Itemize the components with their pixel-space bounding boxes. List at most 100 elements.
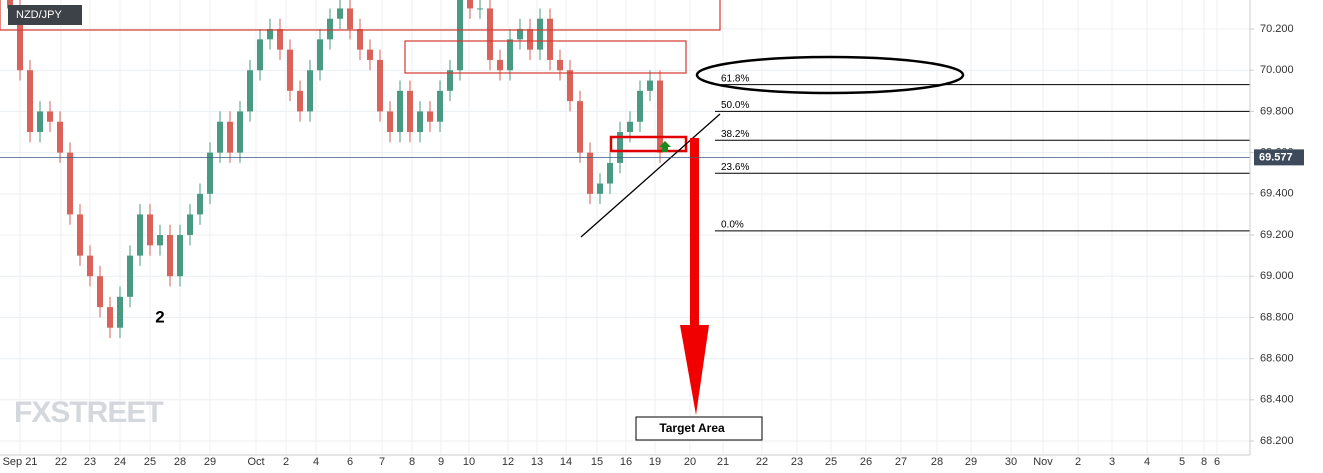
- candle-body: [547, 18, 553, 60]
- x-tick-label: 15: [591, 456, 603, 468]
- x-tick-label: 3: [1109, 456, 1115, 468]
- candle-body: [277, 29, 283, 50]
- x-tick-label: 6: [347, 456, 353, 468]
- price-tag: [1254, 149, 1304, 166]
- target-box: [635, 416, 763, 441]
- candle-body: [147, 214, 153, 246]
- candle-body: [437, 90, 443, 122]
- y-tick-label: 68.600: [1260, 353, 1294, 365]
- x-tick-label: 24: [114, 456, 126, 468]
- candle-body: [347, 8, 353, 30]
- candle-body: [637, 90, 643, 122]
- candle-body: [7, 0, 13, 9]
- x-tick-label: 28: [174, 456, 186, 468]
- fib-label: 0.0%: [721, 220, 744, 231]
- candle-body: [617, 132, 623, 163]
- candle-body: [527, 29, 533, 50]
- x-tick-label: 23: [84, 456, 96, 468]
- candle-body: [577, 101, 583, 153]
- candle-body: [287, 49, 293, 91]
- candle-body: [607, 162, 613, 184]
- candle-body: [477, 8, 483, 10]
- candle-body: [587, 152, 593, 194]
- candle-body: [27, 70, 33, 133]
- candle-body: [77, 214, 83, 256]
- resistance-box: [0, 0, 721, 31]
- fib-label: 61.8%: [721, 73, 749, 84]
- target-arrow: [680, 325, 709, 415]
- x-tick-label: 22: [55, 456, 67, 468]
- candle-body: [597, 183, 603, 194]
- candle-body: [427, 111, 433, 122]
- x-tick-label: 6: [1214, 456, 1220, 468]
- x-tick-label: 19: [649, 456, 661, 468]
- y-tick-label: 69.000: [1260, 270, 1294, 282]
- resistance-box: [404, 40, 687, 74]
- candle-body: [267, 29, 273, 40]
- candle-body: [47, 111, 53, 122]
- y-tick-label: 68.400: [1260, 394, 1294, 406]
- y-tick-label: 69.800: [1260, 105, 1294, 117]
- overlay: Target Area 2 NZD/JPY 61.8% 50.0% 38.2% 23.…: [0, 0, 1250, 441]
- x-tick-label: 7: [379, 456, 385, 468]
- candle-body: [627, 121, 633, 133]
- watermark: FXSTREET: [14, 396, 163, 429]
- candle-body: [397, 90, 403, 133]
- candle-body: [387, 111, 393, 133]
- candle-body: [17, 8, 23, 71]
- x-tick-label: 16: [620, 456, 632, 468]
- x-tick-label: 23: [791, 456, 803, 468]
- candle-body: [367, 49, 373, 60]
- x-tick-label: 20: [684, 456, 696, 468]
- candle-body: [647, 80, 653, 91]
- candle-body: [297, 90, 303, 112]
- y-tick-label: 69.200: [1260, 229, 1294, 241]
- x-tick-label: 2: [283, 456, 289, 468]
- fib-ellipse: [695, 55, 965, 95]
- x-tick-label: 4: [313, 456, 319, 468]
- x-tick-label: 8: [1201, 456, 1207, 468]
- candle-body: [557, 59, 563, 71]
- y-tick-label: 69.400: [1260, 188, 1294, 200]
- candle-body: [137, 214, 143, 256]
- x-tick-label: 9: [438, 456, 444, 468]
- candle-body: [327, 18, 333, 40]
- candle-body: [537, 18, 543, 50]
- candle-body: [207, 152, 213, 194]
- candle-body: [167, 235, 173, 277]
- candle-body: [57, 121, 63, 153]
- candle-body: [377, 59, 383, 112]
- x-tick-label: Oct: [247, 456, 264, 468]
- y-tick-label: 70.200: [1260, 23, 1294, 35]
- y-tick-label: 68.800: [1260, 311, 1294, 323]
- arrow-icon: [662, 146, 668, 152]
- candle-body: [197, 193, 203, 215]
- candles: [7, 0, 663, 339]
- x-tick-label: 26: [860, 456, 872, 468]
- candle-body: [657, 80, 663, 153]
- target-label: Target Area: [659, 421, 725, 435]
- candle-body: [117, 296, 123, 328]
- candle-body: [497, 59, 503, 71]
- candle-body: [517, 29, 523, 40]
- fib-label: 23.6%: [721, 162, 749, 173]
- x-tick-label: 30: [1005, 456, 1017, 468]
- fib-label: 38.2%: [721, 129, 749, 140]
- x-tick-label: 28: [931, 456, 943, 468]
- y-tick-label: 68.200: [1260, 435, 1294, 447]
- candle-body: [337, 8, 343, 19]
- candle-body: [507, 39, 513, 71]
- x-tick-label: 4: [1144, 456, 1150, 468]
- x-tick-label: 25: [144, 456, 156, 468]
- x-tick-label: 10: [463, 456, 475, 468]
- candle-body: [407, 90, 413, 133]
- x-tick-label: 22: [756, 456, 768, 468]
- candle-body: [107, 307, 113, 328]
- candle-body: [227, 121, 233, 153]
- target-arrow: [690, 138, 699, 326]
- candle-body: [487, 8, 493, 60]
- x-tick-label: 2: [1075, 456, 1081, 468]
- candle-body: [417, 111, 423, 133]
